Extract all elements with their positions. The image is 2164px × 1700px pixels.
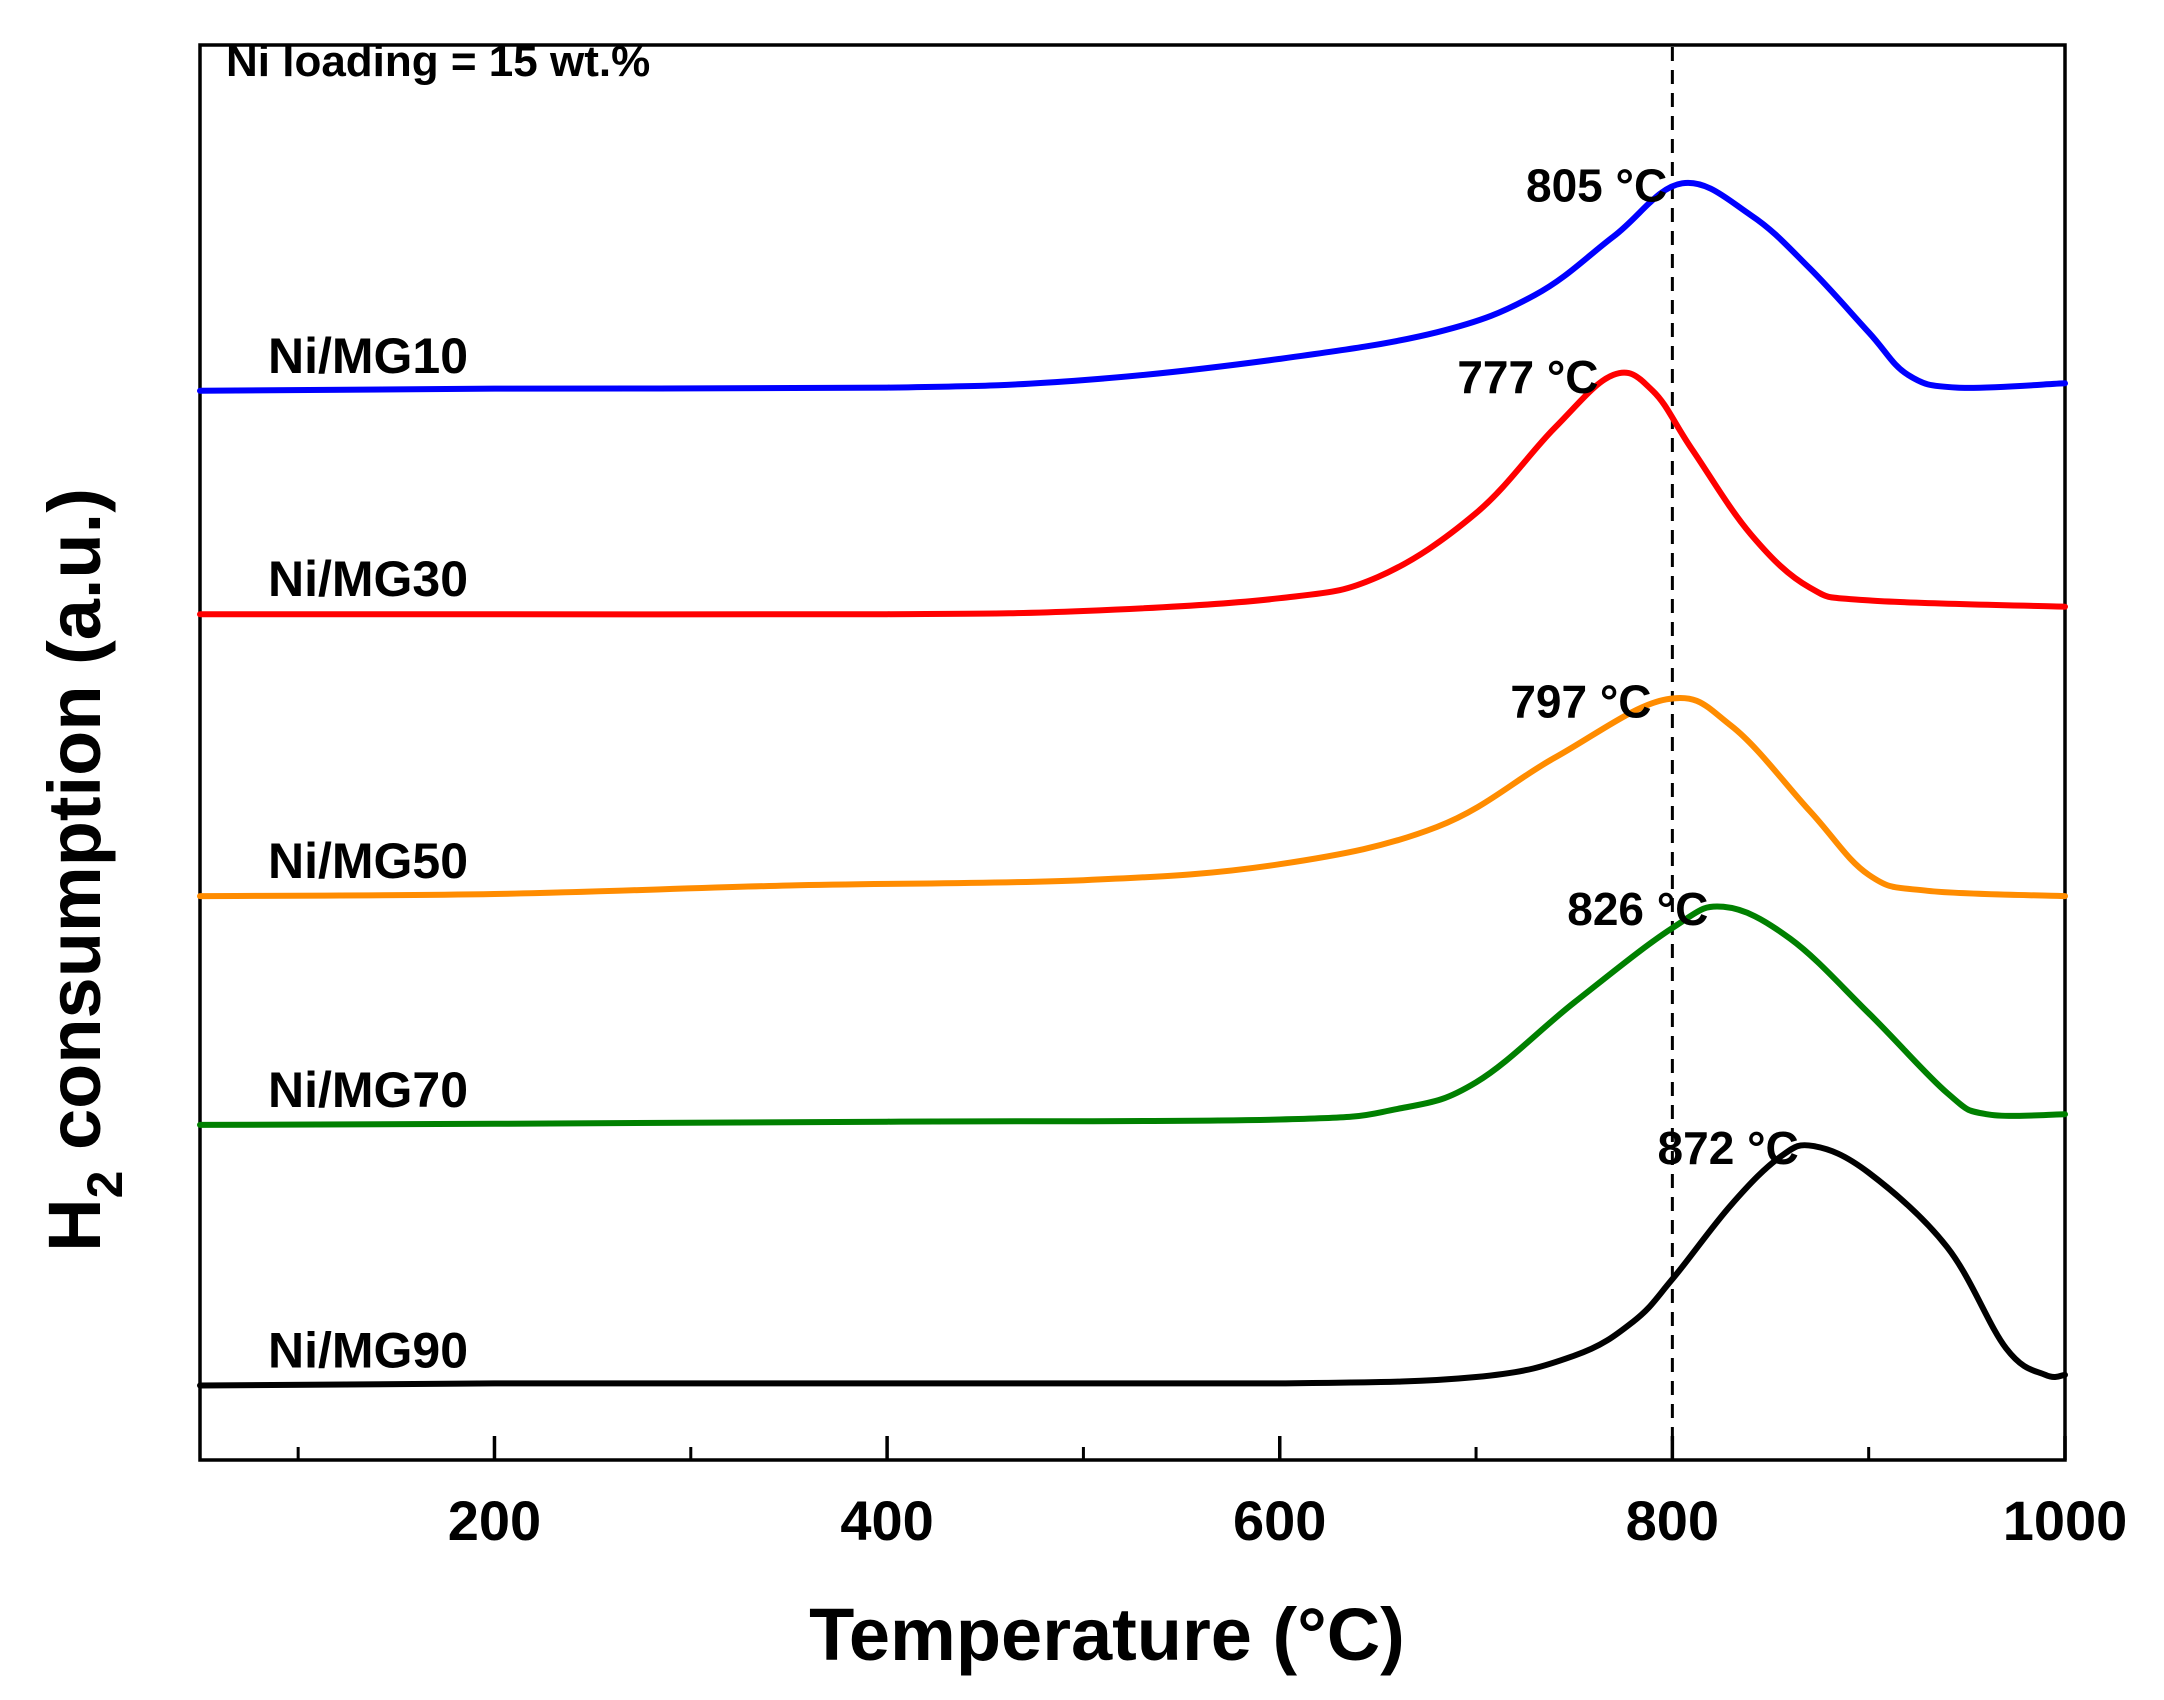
plot-frame [198, 43, 2067, 1462]
y-axis-title-main: H [33, 1198, 116, 1251]
series-line-ni-mg50 [197, 695, 2068, 900]
series-layer [197, 179, 2068, 1389]
peak-label-ni-mg70: 826 °C [1567, 883, 1708, 935]
series-label-ni-mg70: Ni/MG70 [268, 1062, 468, 1118]
peak-label-ni-mg50: 797 °C [1510, 675, 1651, 727]
y-axis-title: H2 consumption (a.u.) [33, 488, 133, 1252]
x-tick-label: 1000 [2003, 1489, 2128, 1552]
series-line-ni-mg30 [197, 369, 2068, 618]
x-tick-label: 600 [1233, 1489, 1326, 1552]
x-tick-label: 800 [1626, 1489, 1719, 1552]
peak-label-ni-mg30: 777 °C [1457, 351, 1598, 403]
series-line-ni-mg10 [197, 179, 2068, 394]
x-axis-title: Temperature (°C) [809, 1593, 1405, 1676]
peak-label-ni-mg10: 805 °C [1526, 159, 1667, 211]
x-tick-label: 200 [448, 1489, 541, 1552]
y-axis-title-sub: 2 [77, 1171, 133, 1199]
series-label-ni-mg30: Ni/MG30 [268, 551, 468, 607]
x-ticks: 200 400 600 800 1000 [296, 1436, 2128, 1552]
series-line-ni-mg90 [197, 1142, 2068, 1389]
x-tick-label: 400 [840, 1489, 933, 1552]
y-axis-title-rest: consumption (a.u.) [33, 488, 116, 1170]
series-label-ni-mg90: Ni/MG90 [268, 1323, 468, 1379]
peak-label-ni-mg90: 872 °C [1658, 1122, 1799, 1174]
loading-note: Ni loading = 15 wt.% [226, 37, 650, 86]
series-label-ni-mg10: Ni/MG10 [268, 328, 468, 384]
plot-border [198, 43, 2067, 1462]
series-label-ni-mg50: Ni/MG50 [268, 833, 468, 889]
series-labels: Ni/MG10 805 °C Ni/MG30 777 °C Ni/MG50 797 °C N… [268, 159, 1799, 1378]
series-line-ni-mg70 [197, 903, 2068, 1128]
